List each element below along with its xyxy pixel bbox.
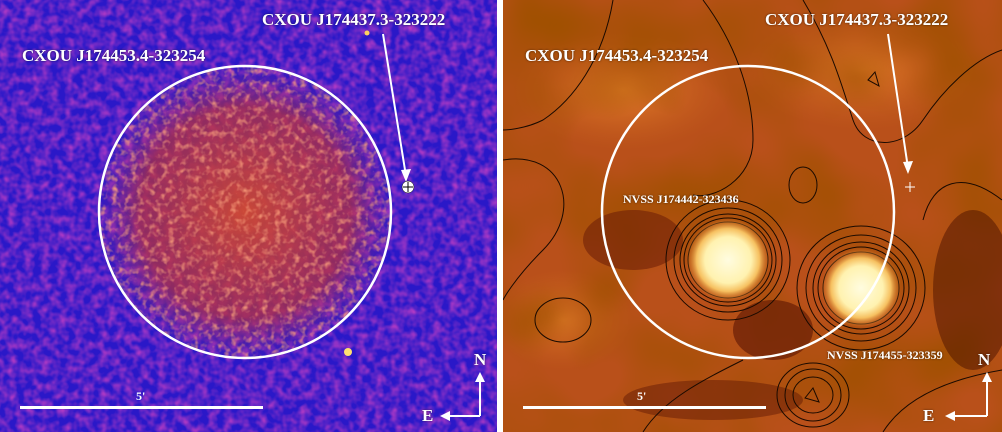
source-label: CXOU J174453.4-323254 (22, 46, 206, 65)
scale-bar (20, 406, 263, 409)
radio-source-1-label: NVSS J174442-323436 (623, 192, 739, 206)
source-label: CXOU J174453.4-323254 (525, 46, 709, 65)
radio-image-panel: CXOU J174437.3-323222 CXOU J174453.4-323… (503, 0, 1002, 432)
scale-bar (523, 406, 766, 409)
compass-north-label: N (474, 350, 487, 369)
compass-arrows (945, 372, 992, 421)
point-source-arrow (382, 33, 407, 177)
scale-label: 5' (136, 389, 146, 403)
radio-source-2-label: NVSS J174455-323359 (827, 348, 943, 362)
compass-arrows (440, 372, 485, 421)
scale-label: 5' (637, 389, 647, 403)
point-source-arrow (887, 33, 909, 169)
xray-image-panel: CXOU J174437.3-323222 CXOU J174453.4-323… (0, 0, 497, 432)
xray-overlay (97, 33, 415, 360)
remnant-region-circle (600, 64, 896, 360)
arrowhead-icon (401, 169, 411, 182)
point-source-label: CXOU J174437.3-323222 (262, 10, 446, 29)
compass-east-label: E (923, 406, 935, 425)
remnant-region-circle (97, 64, 393, 360)
compass-east-label: E (422, 406, 434, 425)
point-source-label: CXOU J174437.3-323222 (765, 10, 949, 29)
arrowhead-icon (903, 161, 913, 174)
compass-north-label: N (978, 350, 991, 369)
radio-overlay (600, 33, 915, 360)
xray-image (0, 0, 497, 432)
panel-divider (497, 0, 503, 432)
